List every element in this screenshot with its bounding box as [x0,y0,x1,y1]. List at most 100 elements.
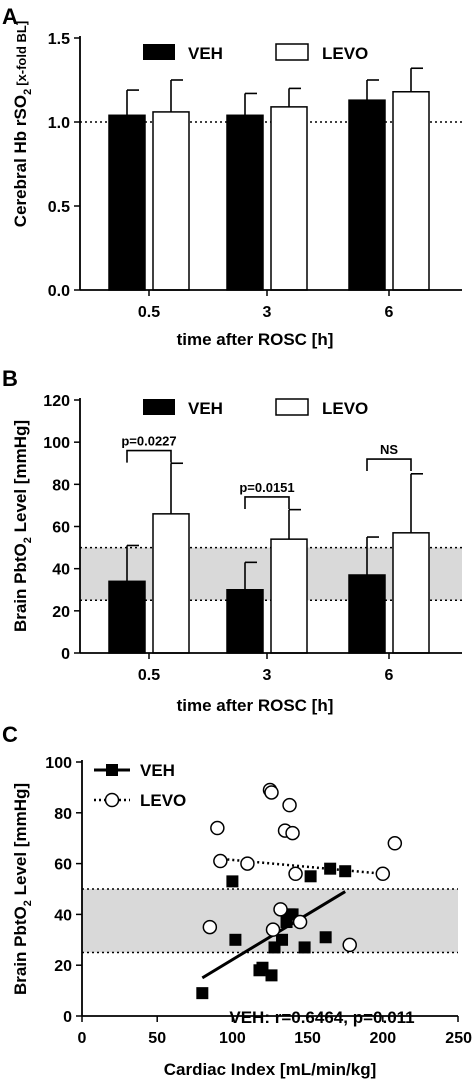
panel-b: B Brain PbtO2 Level [mmHg] 0.5 3 6 p=0.0227… [2,366,462,715]
panel-c: C Brain PbtO2 Level [mmHg] 0204060801000… [2,722,472,1079]
point-veh [339,865,352,878]
bar-levo [152,513,190,654]
point-veh [304,870,317,883]
x-tick-label: 250 [445,1030,472,1047]
bar-veh [108,580,146,654]
bar-levo [392,532,430,654]
correlation-annotation-c: VEH: r=0.6464, p=0.011 [229,1008,414,1027]
y-tick-label: 100 [45,755,72,772]
significance-label: p=0.0227 [121,434,176,449]
bar-veh [348,574,386,654]
point-veh [196,987,209,1000]
point-levo [285,825,300,841]
significance-bracket [126,449,172,463]
point-levo [240,856,255,871]
point-levo [292,914,308,930]
y-tick-label: 120 [43,393,70,410]
point-levo [273,902,288,917]
point-veh [298,941,311,954]
plot-area-a: 0.5 3 6 0.0 0.5 1.0 1.5 [48,31,462,321]
x-tick-label: 150 [294,1030,321,1047]
bar-levo [392,91,430,291]
x-axis-title-a: time after ROSC [h] [177,330,334,349]
legend-marker-veh-c [106,764,118,776]
point-veh [276,933,289,946]
y-tick-label: 1.0 [48,115,70,132]
legend-label-levo-c: LEVO [140,791,186,810]
x-tick-label: 50 [148,1030,166,1047]
x-axis-title-b: time after ROSC [h] [177,696,334,715]
legend-swatch-veh-b [143,399,175,415]
point-levo [387,836,403,851]
plot-area-b: 0.5 3 6 p=0.0227 p=0.0151 NS 0 20 40 60 80 100 120 [43,393,462,684]
bar-veh [226,114,264,291]
legend-swatch-levo [275,43,309,61]
bar-veh [348,99,386,291]
y-tick-label: 60 [52,520,70,537]
y-tick-label: 20 [54,958,72,975]
y-tick-label: 100 [43,435,70,452]
point-levo [288,866,303,882]
point-levo [210,820,225,836]
point-levo [375,866,391,882]
legend-marker-levo-c [104,792,120,808]
x-tick-label: 0.5 [138,304,160,321]
point-veh [226,875,239,888]
y-tick-label: 0.5 [48,199,70,216]
x-axis-title-c: Cardiac Index [mL/min/kg] [164,1060,377,1079]
x-tick-label: 0.5 [138,667,160,684]
point-veh [229,933,242,946]
panel-a: A Cerebral Hb rSO2[x-fold BL] 0.5 3 60.00.… [2,4,462,349]
significance-label: NS [380,442,398,457]
point-levo [265,922,281,937]
y-tick-label: 40 [54,907,72,924]
bar-veh [108,114,146,291]
legend-b: VEH LEVO [143,398,368,418]
plot-area-c: 0 20 40 60 80 100 0 50 100 150 200 250 [45,755,472,1047]
legend-label-veh-c: VEH [140,761,175,780]
y-tick-label: 0 [63,1009,72,1026]
legend-swatch-veh [143,44,175,60]
legend-a: VEH LEVO [143,43,368,63]
point-levo [264,785,279,800]
y-tick-label: 40 [52,562,70,579]
y-tick-label: 20 [52,604,70,621]
panel-letter-c: C [2,722,18,747]
significance-label: p=0.0151 [239,480,294,495]
bar-levo [270,106,308,291]
y-axis-title-b: Brain PbtO2 Level [mmHg] [11,420,34,632]
legend-label-veh: VEH [188,44,223,63]
x-tick-label: 0 [78,1030,87,1047]
point-levo [213,853,228,869]
point-levo [342,937,357,953]
y-axis-title-a: Cerebral Hb rSO2[x-fold BL] [11,21,34,227]
legend-label-veh-b: VEH [188,399,223,418]
legend-label-levo: LEVO [322,44,368,63]
point-veh [319,931,332,944]
y-tick-label: 0 [61,646,70,663]
x-tick-label: 6 [385,667,394,684]
bar-levo [152,111,190,291]
x-tick-label: 200 [369,1030,396,1047]
y-axis-title-c: Brain PbtO2 Level [mmHg] [11,783,34,995]
bar-veh [226,589,264,654]
point-veh [324,862,337,875]
point-levo [202,919,218,935]
legend-swatch-levo-b [275,398,309,416]
y-tick-label: 1.5 [48,31,70,48]
significance-bracket [366,458,412,472]
y-tick-label: 60 [54,857,72,874]
y-tick-label: 80 [52,477,70,494]
legend-label-levo-b: LEVO [322,399,368,418]
point-veh [256,961,269,974]
point-levo [282,797,297,813]
x-tick-label: 100 [219,1030,246,1047]
y-tick-label: 80 [54,806,72,823]
significance-bracket [244,496,290,509]
x-tick-label: 6 [385,304,394,321]
panel-letter-a: A [2,4,18,29]
x-tick-label: 3 [263,304,272,321]
x-tick-label: 3 [263,667,272,684]
y-tick-label: 0.0 [48,283,70,300]
